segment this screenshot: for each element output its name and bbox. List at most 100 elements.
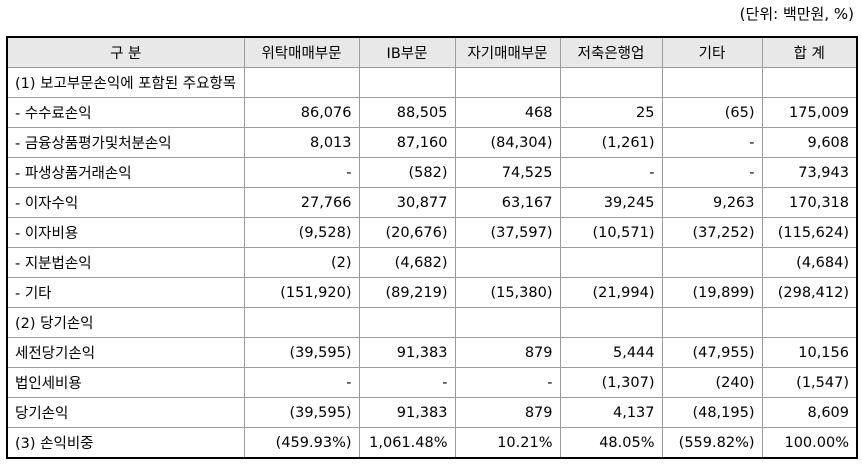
row-label: (1) 보고부문손익에 포함된 주요항목: [6, 67, 245, 98]
row-label: - 이자비용: [6, 217, 245, 248]
table-row: - 지분법손익 (2) (4,682) (4,684): [6, 247, 858, 278]
row-label: - 지분법손익: [6, 247, 245, 278]
cell-value: (4,684): [761, 247, 858, 278]
row-label: 세전당기손익: [6, 337, 245, 368]
unit-label: (단위: 백만원, %): [739, 5, 854, 23]
cell-value: [661, 247, 763, 278]
cell-value: (39,595): [243, 397, 360, 428]
column-header-ib: IB부문: [358, 36, 456, 68]
cell-value: (151,920): [243, 277, 360, 308]
cell-value: (37,597): [454, 217, 561, 248]
cell-value: 91,383: [358, 337, 456, 368]
cell-value: 9,263: [661, 187, 763, 218]
column-header-brokerage: 위탁매매부문: [243, 36, 360, 68]
table-row: - 수수료손익 86,076 88,505 468 25 (65) 175,009: [6, 97, 858, 128]
cell-value: 175,009: [761, 97, 858, 128]
cell-value: (84,304): [454, 127, 561, 158]
cell-value: (21,994): [559, 277, 663, 308]
table-row: - 금융상품평가및처분손익 8,013 87,160 (84,304) (1,261) -…: [6, 127, 858, 158]
cell-value: [454, 247, 561, 278]
cell-value: 91,383: [358, 397, 456, 428]
table-body: (1) 보고부문손익에 포함된 주요항목 - 수수료손익 86,076 88,505 4…: [6, 67, 858, 459]
cell-value: (115,624): [761, 217, 858, 248]
cell-value: (4,682): [358, 247, 456, 278]
cell-value: 4,137: [559, 397, 663, 428]
column-header-other: 기타: [661, 36, 763, 68]
cell-value: 5,444: [559, 337, 663, 368]
cell-value: 48.05%: [559, 427, 663, 459]
cell-value: 86,076: [243, 97, 360, 128]
cell-value: (2): [243, 247, 360, 278]
cell-value: 63,167: [454, 187, 561, 218]
table-row: (3) 손익비중 (459.93%) 1,061.48% 10.21% 48.05% (5…: [6, 427, 858, 459]
cell-value: 39,245: [559, 187, 663, 218]
cell-value: -: [661, 127, 763, 158]
cell-value: [661, 67, 763, 98]
cell-value: (582): [358, 157, 456, 188]
cell-value: (1,307): [559, 367, 663, 398]
cell-value: (1,547): [761, 367, 858, 398]
cell-value: 879: [454, 397, 561, 428]
segment-income-table: 구 분 위탁매매부문 IB부문 자기매매부문 저축은행업 기타 합 계 (1) …: [6, 36, 858, 459]
cell-value: (10,571): [559, 217, 663, 248]
cell-value: (19,899): [661, 277, 763, 308]
row-label: 당기손익: [6, 397, 245, 428]
cell-value: [559, 67, 663, 98]
row-label: (2) 당기손익: [6, 307, 245, 338]
row-label: - 이자수익: [6, 187, 245, 218]
cell-value: -: [358, 367, 456, 398]
header-row: 구 분 위탁매매부문 IB부문 자기매매부문 저축은행업 기타 합 계: [6, 36, 858, 68]
cell-value: (298,412): [761, 277, 858, 308]
cell-value: [661, 307, 763, 338]
cell-value: 25: [559, 97, 663, 128]
cell-value: (459.93%): [243, 427, 360, 459]
cell-value: 30,877: [358, 187, 456, 218]
cell-value: -: [559, 157, 663, 188]
cell-value: 8,609: [761, 397, 858, 428]
cell-value: (65): [661, 97, 763, 128]
cell-value: 27,766: [243, 187, 360, 218]
cell-value: [559, 307, 663, 338]
cell-value: (89,219): [358, 277, 456, 308]
cell-value: (1,261): [559, 127, 663, 158]
column-header-category: 구 분: [6, 36, 245, 68]
cell-value: (48,195): [661, 397, 763, 428]
cell-value: [358, 307, 456, 338]
row-label: - 금융상품평가및처분손익: [6, 127, 245, 158]
cell-value: (9,528): [243, 217, 360, 248]
cell-value: [761, 67, 858, 98]
cell-value: 74,525: [454, 157, 561, 188]
cell-value: 879: [454, 337, 561, 368]
cell-value: (39,595): [243, 337, 360, 368]
row-label: 법인세비용: [6, 367, 245, 398]
column-header-total: 합 계: [761, 36, 858, 68]
cell-value: 10,156: [761, 337, 858, 368]
column-header-savings-bank: 저축은행업: [559, 36, 663, 68]
cell-value: (559.82%): [661, 427, 763, 459]
cell-value: [358, 67, 456, 98]
cell-value: -: [454, 367, 561, 398]
cell-value: -: [243, 367, 360, 398]
cell-value: [454, 307, 561, 338]
cell-value: 468: [454, 97, 561, 128]
cell-value: [243, 67, 360, 98]
cell-value: -: [243, 157, 360, 188]
table-row: (1) 보고부문손익에 포함된 주요항목: [6, 67, 858, 98]
cell-value: [559, 247, 663, 278]
cell-value: -: [661, 157, 763, 188]
table-row: (2) 당기손익: [6, 307, 858, 338]
table-row: - 파생상품거래손익 - (582) 74,525- -73,943: [6, 157, 858, 188]
cell-value: (37,252): [661, 217, 763, 248]
cell-value: 88,505: [358, 97, 456, 128]
table-row: 세전당기손익 (39,595) 91,383 879 5,444 (47,955) 10,1…: [6, 337, 858, 368]
cell-value: (47,955): [661, 337, 763, 368]
cell-value: (20,676): [358, 217, 456, 248]
table-row: 법인세비용 - - - (1,307) (240) (1,547): [6, 367, 858, 398]
row-label: - 파생상품거래손익: [6, 157, 245, 188]
row-label: (3) 손익비중: [6, 427, 245, 459]
row-label: - 기타: [6, 277, 245, 308]
cell-value: 10.21%: [454, 427, 561, 459]
cell-value: 8,013: [243, 127, 360, 158]
cell-value: 9,608: [761, 127, 858, 158]
